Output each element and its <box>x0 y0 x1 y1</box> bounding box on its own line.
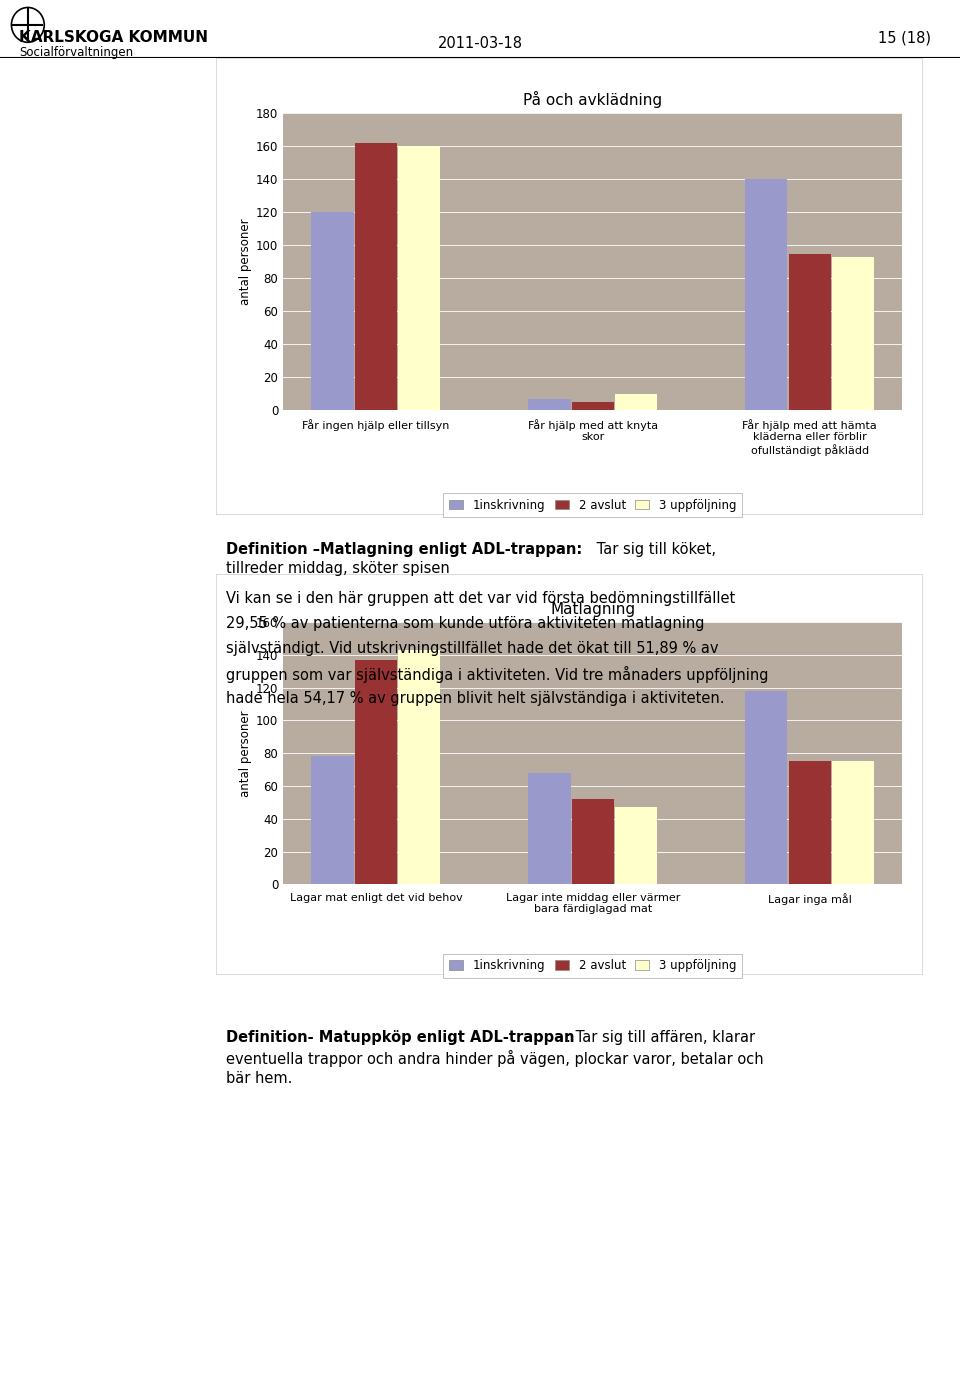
Bar <box>311 756 353 884</box>
Legend: 1inskrivning, 2 avslut, 3 uppföljning: 1inskrivning, 2 avslut, 3 uppföljning <box>444 492 742 517</box>
Bar <box>788 254 830 410</box>
Text: eventuella trappor och andra hinder på vägen, plockar varor, betalar och: eventuella trappor och andra hinder på v… <box>226 1050 763 1067</box>
Bar <box>615 807 658 884</box>
Bar <box>398 146 441 410</box>
Text: hade hela 54,17 % av gruppen blivit helt självständiga i aktiviteten.: hade hela 54,17 % av gruppen blivit helt… <box>226 691 724 706</box>
Bar <box>398 650 441 884</box>
Bar <box>528 399 570 410</box>
Bar <box>745 180 787 410</box>
Bar <box>355 142 397 410</box>
Y-axis label: antal personer: antal personer <box>239 218 252 305</box>
Title: Matlagning: Matlagning <box>550 601 636 616</box>
Bar <box>355 659 397 884</box>
Legend: 1inskrivning, 2 avslut, 3 uppföljning: 1inskrivning, 2 avslut, 3 uppföljning <box>444 954 742 978</box>
Text: gruppen som var självständiga i aktiviteten. Vid tre månaders uppföljning: gruppen som var självständiga i aktivite… <box>226 666 768 683</box>
Text: KARLSKOGA KOMMUN: KARLSKOGA KOMMUN <box>19 30 208 46</box>
Text: : Tar sig till affären, klarar: : Tar sig till affären, klarar <box>566 1030 756 1045</box>
Bar <box>745 691 787 884</box>
Bar <box>311 213 353 410</box>
Text: 15 (18): 15 (18) <box>878 30 931 46</box>
Bar <box>571 799 614 884</box>
Y-axis label: antal personer: antal personer <box>239 710 252 796</box>
Title: På och avklädning: På och avklädning <box>523 91 662 108</box>
Bar <box>528 773 570 884</box>
Bar <box>832 257 875 410</box>
Text: Definition- Matuppköp enligt ADL-trappan: Definition- Matuppköp enligt ADL-trappan <box>226 1030 574 1045</box>
Text: 2011-03-18: 2011-03-18 <box>438 36 522 51</box>
Bar <box>571 402 614 410</box>
Text: Definition –Matlagning enligt ADL-trappan:: Definition –Matlagning enligt ADL-trappa… <box>226 542 582 557</box>
Text: Vi kan se i den här gruppen att det var vid första bedömningstillfället: Vi kan se i den här gruppen att det var … <box>226 591 734 607</box>
Text: 29,55 % av patienterna som kunde utföra aktiviteten matlagning: 29,55 % av patienterna som kunde utföra … <box>226 616 704 632</box>
Text: bär hem.: bär hem. <box>226 1071 292 1086</box>
Text: självständigt. Vid utskrivningstillfället hade det ökat till 51,89 % av: självständigt. Vid utskrivningstillfälle… <box>226 641 718 656</box>
Bar <box>832 761 875 884</box>
Bar <box>788 761 830 884</box>
Text: tillreder middag, sköter spisen: tillreder middag, sköter spisen <box>226 561 449 576</box>
Text: Tar sig till köket,: Tar sig till köket, <box>592 542 716 557</box>
Bar <box>615 394 658 410</box>
Text: Socialförvaltningen: Socialförvaltningen <box>19 46 133 58</box>
